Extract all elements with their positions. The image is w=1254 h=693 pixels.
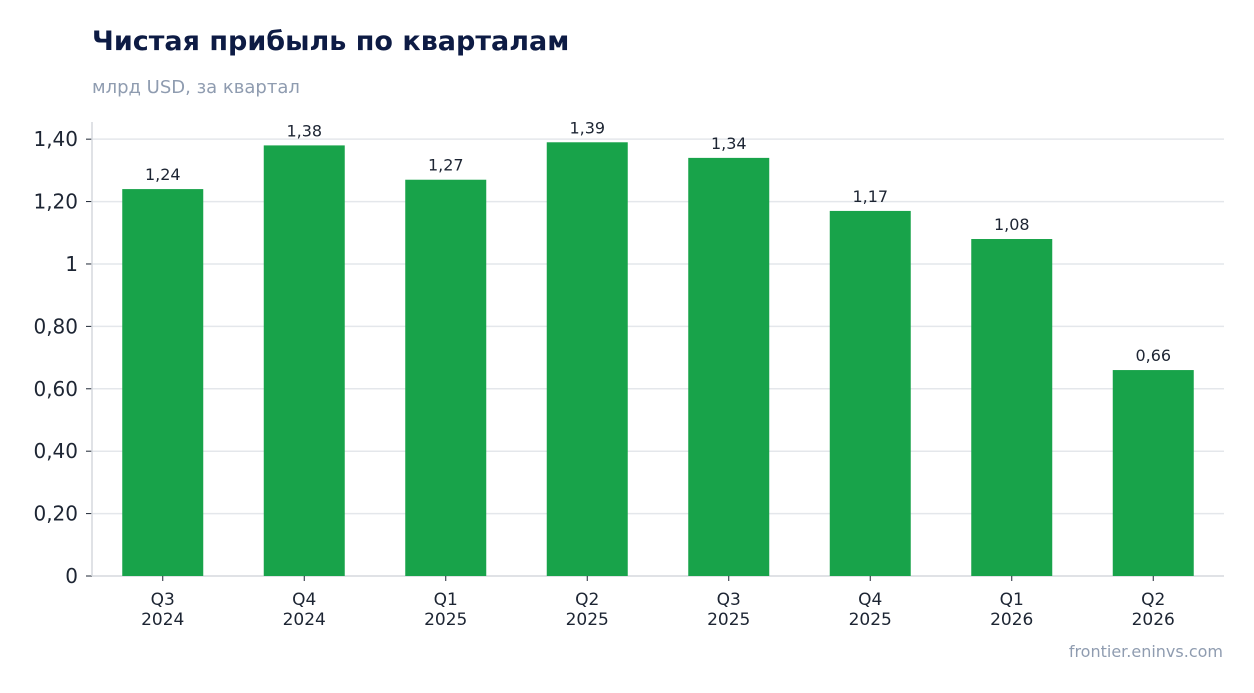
x-tick-label: Q3 (717, 590, 741, 610)
bar (405, 179, 487, 576)
x-tick-label: 2025 (707, 610, 750, 630)
x-tick-label: 2026 (1132, 610, 1175, 630)
x-tick-label: 2024 (283, 610, 326, 630)
y-tick-label: 0,40 (33, 439, 78, 463)
y-tick-label: 0,20 (33, 502, 78, 526)
bar-value-label: 1,38 (286, 121, 322, 140)
x-tick-label: 2025 (424, 610, 467, 630)
bar-value-label: 1,34 (711, 134, 747, 153)
x-tick-label: 2025 (849, 610, 892, 630)
bar-value-label: 1,17 (852, 187, 888, 206)
bar-value-label: 1,27 (428, 156, 464, 175)
bar (263, 145, 345, 576)
bar (688, 157, 770, 576)
bar-value-label: 1,08 (994, 215, 1030, 234)
y-tick-label: 0,80 (33, 314, 78, 338)
x-tick-label: Q3 (151, 590, 175, 610)
bar (971, 239, 1053, 576)
bar (546, 142, 628, 576)
bar-value-label: 1,24 (145, 165, 181, 184)
x-tick-label: Q2 (575, 590, 599, 610)
x-tick-label: 2025 (566, 610, 609, 630)
bar (829, 210, 911, 576)
bar (122, 189, 204, 576)
y-tick-label: 0,60 (33, 377, 78, 401)
chart-subtitle: млрд USD, за квартал (92, 77, 300, 98)
bar-value-label: 1,39 (569, 118, 605, 137)
x-tick-label: Q2 (1141, 590, 1165, 610)
y-tick-label: 0 (65, 564, 78, 588)
x-tick-label: Q1 (1000, 590, 1024, 610)
x-tick-label: 2024 (141, 610, 184, 630)
y-tick-label: 1 (65, 252, 78, 276)
x-tick-label: 2026 (990, 610, 1033, 630)
y-tick-label: 1,40 (33, 127, 78, 151)
y-tick-label: 1,20 (33, 190, 78, 214)
x-tick-label: Q4 (858, 590, 882, 610)
x-tick-label: Q4 (292, 590, 316, 610)
bar-value-label: 0,66 (1135, 346, 1171, 365)
x-tick-label: Q1 (434, 590, 458, 610)
bar (1112, 370, 1194, 576)
chart-title: Чистая прибыль по кварталам (92, 26, 570, 57)
source-credit: frontier.eninvs.com (1068, 642, 1223, 661)
